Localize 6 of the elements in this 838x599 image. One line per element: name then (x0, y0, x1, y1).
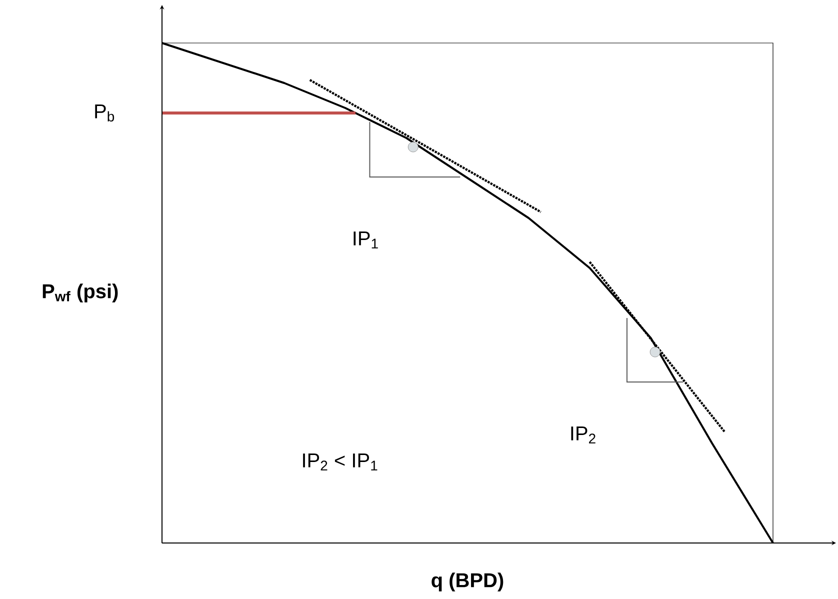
y-axis-title: P$_{wf}$ (psi) (42, 284, 118, 302)
x-axis-title: q (BPD) (432, 572, 504, 592)
ref-line-label: P$_{b}$ (95, 104, 114, 122)
annotation: IP$_{2}$ (571, 426, 596, 444)
annotation: IP$_{1}$ (354, 232, 378, 248)
annotation: IP$_{2}$ < IP$_{1}$ (303, 454, 378, 470)
